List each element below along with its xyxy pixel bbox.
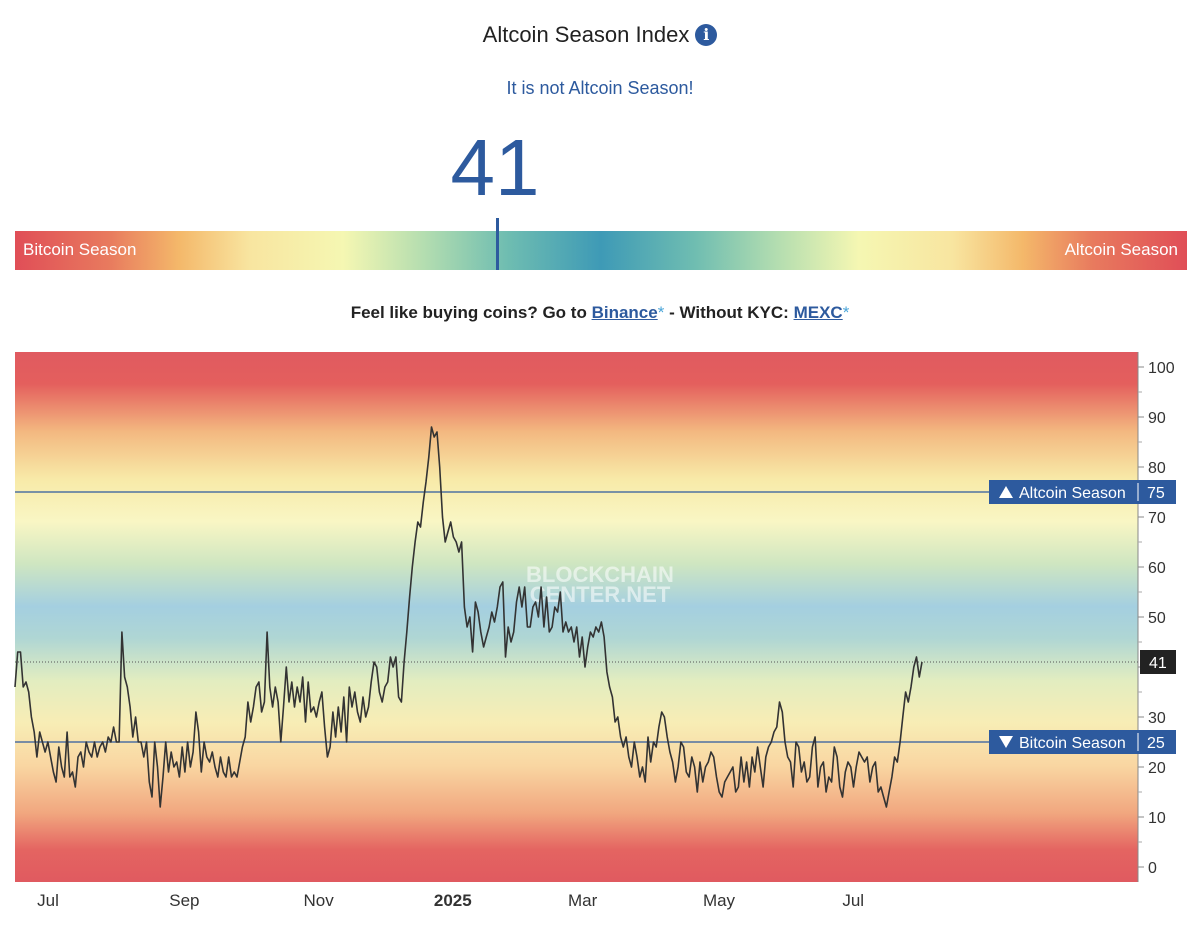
chart-axis-panel — [1138, 352, 1187, 882]
y-tick-label: 50 — [1148, 610, 1166, 627]
mexc-star: * — [842, 303, 850, 322]
promo-line: Feel like buying coins? Go to Binance* -… — [0, 303, 1200, 323]
index-chart: 0102030405060708090100 JulSepNov2025MarM… — [0, 350, 1200, 922]
current-value-badge-label: 41 — [1149, 655, 1167, 672]
y-tick-label: 30 — [1148, 710, 1166, 727]
x-tick-label: May — [703, 891, 736, 910]
reference-badge: Altcoin Season 75 — [989, 480, 1176, 504]
page-title: Altcoin Season Index — [482, 22, 690, 47]
promo-middle: - Without KYC: — [669, 303, 789, 322]
y-tick-label: 70 — [1148, 510, 1166, 527]
x-tick-label: 2025 — [434, 891, 472, 910]
reference-badge: Bitcoin Season 25 — [989, 730, 1176, 754]
x-tick-label: Sep — [169, 891, 199, 910]
gauge-marker — [495, 218, 499, 270]
y-tick-label: 90 — [1148, 410, 1166, 427]
index-chart-svg: 0102030405060708090100 JulSepNov2025MarM… — [14, 352, 1187, 910]
y-tick-label: 60 — [1148, 560, 1166, 577]
reference-badge-bg — [989, 730, 1176, 754]
info-icon[interactable]: i — [695, 24, 718, 46]
y-tick-label: 10 — [1148, 810, 1166, 827]
page-title-row: Altcoin Season Index i — [0, 22, 1200, 48]
arrow-down-icon — [999, 736, 1013, 748]
mexc-link[interactable]: MEXC — [793, 303, 843, 322]
x-tick-label: Mar — [568, 891, 598, 910]
gauge-label-bitcoin-season: Bitcoin Season — [23, 240, 137, 259]
chart-background — [15, 352, 1138, 882]
x-tick-label: Nov — [303, 891, 334, 910]
y-tick-label: 0 — [1148, 860, 1157, 877]
reference-badge-label: Altcoin Season — [1019, 485, 1126, 502]
y-tick-label: 100 — [1148, 360, 1175, 377]
promo-prefix: Feel like buying coins? Go to — [350, 303, 587, 322]
arrow-up-icon — [999, 486, 1013, 498]
season-status-text: It is not Altcoin Season! — [506, 78, 694, 98]
current-index-value: 41 — [450, 123, 540, 212]
watermark-line-1: BLOCKCHAIN — [526, 562, 674, 587]
season-gauge: Bitcoin Season Altcoin Season — [15, 218, 1187, 270]
index-series-line — [14, 426, 923, 808]
reference-badge-bg — [989, 480, 1176, 504]
binance-link[interactable]: Binance — [591, 303, 658, 322]
y-tick-label: 80 — [1148, 460, 1166, 477]
reference-badge-label: Bitcoin Season — [1019, 735, 1126, 752]
reference-badge-value: 75 — [1147, 485, 1165, 502]
y-tick-label: 20 — [1148, 760, 1166, 777]
gauge-label-altcoin-season: Altcoin Season — [1064, 240, 1178, 259]
x-tick-label: Jul — [37, 891, 59, 910]
current-value-badge — [1140, 650, 1176, 674]
reference-badge-value: 25 — [1147, 735, 1165, 752]
binance-star: * — [657, 303, 665, 322]
x-tick-label: Jul — [842, 891, 864, 910]
watermark-line-2: CENTER.NET — [530, 582, 671, 607]
